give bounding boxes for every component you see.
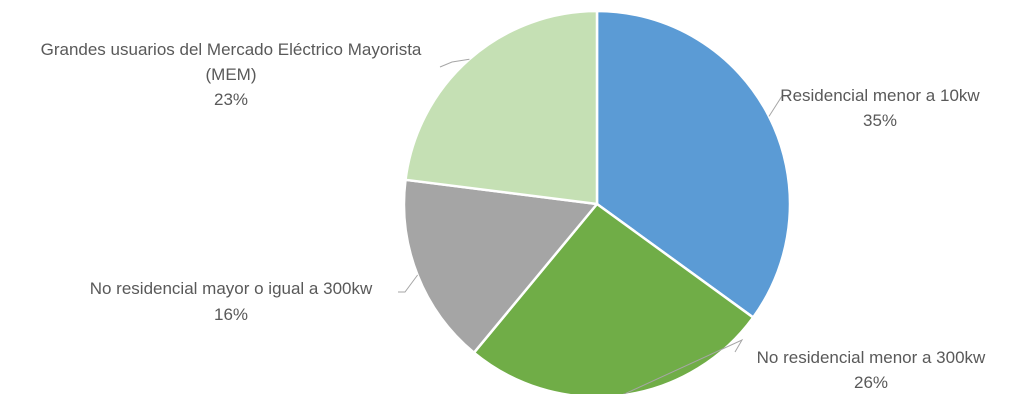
leader-line-residencial-menor-10kw [768,95,786,117]
leader-line-grandes-usuarios-mem [439,58,470,68]
slice-no-residencial-mayor-300kw [402,178,599,354]
slice-label-no-residencial-mayor-300kw: No residencial mayor o igual a 300kw [90,279,373,298]
leader-line-no-residencial-menor-300kw [623,338,744,394]
slice-no-residencial-menor-300kw [472,202,755,394]
slice-percent-no-residencial-menor-300kw: 26% [854,373,888,392]
slice-residencial-menor-10kw [595,9,792,319]
pie-slices [402,9,792,394]
leader-lines [398,58,786,394]
slice-label-residencial-menor-10kw: Residencial menor a 10kw [780,86,980,105]
slice-label-grandes-usuarios-mem-line2: (MEM) [206,65,257,84]
slice-percent-grandes-usuarios-mem: 23% [214,90,248,109]
slice-grandes-usuarios-mem [404,9,599,206]
slice-label-grandes-usuarios-mem: Grandes usuarios del Mercado Eléctrico M… [41,40,422,59]
slice-label-no-residencial-menor-300kw: No residencial menor a 300kw [757,348,986,367]
slice-percent-no-residencial-mayor-300kw: 16% [214,305,248,324]
slice-labels: Residencial menor a 10kw 35% No residenc… [41,40,986,392]
slice-percent-residencial-menor-10kw: 35% [863,111,897,130]
leader-line-no-residencial-mayor-300kw [398,274,419,293]
